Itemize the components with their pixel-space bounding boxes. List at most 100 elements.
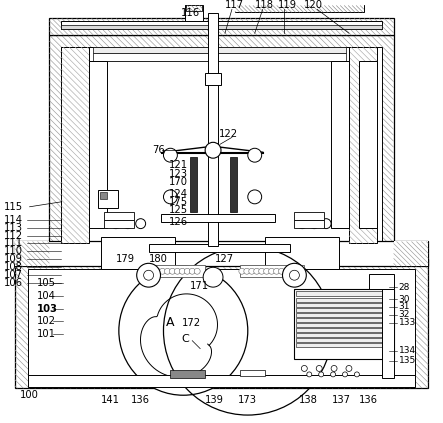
Circle shape bbox=[184, 268, 190, 274]
Bar bbox=[296, 318, 392, 322]
Text: 125: 125 bbox=[168, 205, 187, 215]
Bar bbox=[296, 303, 392, 307]
Bar bbox=[295, 289, 393, 359]
Bar bbox=[349, 47, 377, 244]
Text: 170: 170 bbox=[168, 177, 187, 187]
Bar bbox=[296, 298, 392, 302]
Text: 102: 102 bbox=[36, 316, 55, 326]
Text: 112: 112 bbox=[4, 231, 23, 241]
Bar bbox=[296, 338, 392, 342]
Bar bbox=[93, 47, 346, 53]
Text: 171: 171 bbox=[190, 281, 210, 291]
Bar bbox=[104, 212, 134, 220]
Circle shape bbox=[293, 268, 299, 274]
Text: 133: 133 bbox=[399, 319, 416, 327]
Text: 111: 111 bbox=[4, 239, 23, 248]
Circle shape bbox=[175, 268, 180, 274]
Text: 172: 172 bbox=[183, 318, 202, 328]
Bar bbox=[27, 269, 416, 378]
Bar bbox=[369, 274, 393, 289]
Text: 113: 113 bbox=[4, 222, 23, 233]
Text: 135: 135 bbox=[399, 356, 416, 365]
Bar bbox=[295, 220, 324, 228]
Circle shape bbox=[169, 268, 175, 274]
Bar bbox=[296, 323, 392, 327]
Text: 100: 100 bbox=[19, 390, 39, 400]
Circle shape bbox=[321, 219, 331, 228]
Text: 175: 175 bbox=[168, 197, 187, 207]
Bar bbox=[160, 214, 275, 222]
Circle shape bbox=[140, 268, 146, 274]
Text: 122: 122 bbox=[219, 129, 238, 140]
Bar bbox=[185, 5, 203, 21]
Circle shape bbox=[163, 190, 177, 204]
Text: 141: 141 bbox=[101, 395, 120, 405]
Circle shape bbox=[274, 268, 280, 274]
Bar bbox=[296, 308, 392, 312]
Text: 137: 137 bbox=[332, 395, 351, 405]
Circle shape bbox=[144, 268, 151, 274]
Text: 120: 120 bbox=[304, 0, 323, 11]
Circle shape bbox=[159, 268, 166, 274]
Bar bbox=[101, 236, 175, 269]
Bar bbox=[235, 5, 364, 12]
Circle shape bbox=[189, 268, 195, 274]
Text: 107: 107 bbox=[4, 270, 23, 280]
Circle shape bbox=[111, 219, 121, 228]
Bar bbox=[61, 47, 382, 247]
Bar bbox=[27, 375, 416, 387]
Circle shape bbox=[297, 219, 307, 228]
Circle shape bbox=[284, 268, 289, 274]
Text: 31: 31 bbox=[399, 302, 410, 311]
Bar bbox=[296, 328, 392, 332]
Text: 110: 110 bbox=[4, 247, 23, 256]
Text: 30: 30 bbox=[399, 294, 410, 304]
Bar bbox=[296, 313, 392, 317]
Bar bbox=[230, 157, 237, 212]
Circle shape bbox=[259, 268, 264, 274]
Bar bbox=[148, 244, 291, 253]
Circle shape bbox=[205, 142, 221, 158]
Circle shape bbox=[268, 268, 275, 274]
Circle shape bbox=[307, 372, 312, 377]
Circle shape bbox=[342, 372, 347, 377]
Circle shape bbox=[164, 268, 171, 274]
Circle shape bbox=[144, 270, 154, 280]
Text: 136: 136 bbox=[359, 395, 378, 405]
Circle shape bbox=[330, 372, 335, 377]
Bar bbox=[359, 61, 377, 228]
Bar bbox=[240, 371, 264, 376]
Circle shape bbox=[283, 263, 306, 287]
Bar bbox=[171, 371, 205, 378]
Circle shape bbox=[136, 219, 146, 228]
Bar bbox=[61, 47, 89, 244]
Circle shape bbox=[346, 365, 352, 371]
Circle shape bbox=[309, 219, 319, 228]
Bar bbox=[89, 47, 349, 61]
Text: 117: 117 bbox=[225, 0, 244, 11]
Text: 179: 179 bbox=[116, 254, 135, 264]
Text: 32: 32 bbox=[399, 310, 410, 319]
Text: 138: 138 bbox=[299, 395, 318, 405]
Text: 108: 108 bbox=[4, 262, 23, 272]
Bar bbox=[93, 53, 346, 61]
Circle shape bbox=[239, 268, 245, 274]
Bar bbox=[190, 157, 197, 212]
Bar bbox=[208, 14, 218, 247]
Bar bbox=[98, 190, 118, 208]
Circle shape bbox=[316, 365, 322, 371]
Circle shape bbox=[279, 268, 284, 274]
Text: 103: 103 bbox=[36, 304, 58, 314]
Circle shape bbox=[137, 263, 160, 287]
Text: 136: 136 bbox=[131, 395, 150, 405]
Text: 173: 173 bbox=[238, 395, 257, 405]
Circle shape bbox=[244, 268, 250, 274]
Bar bbox=[296, 333, 392, 337]
Circle shape bbox=[179, 268, 185, 274]
Bar bbox=[296, 291, 392, 296]
Text: 123: 123 bbox=[168, 169, 187, 179]
Bar bbox=[141, 265, 205, 277]
Text: 139: 139 bbox=[205, 395, 224, 405]
Text: 114: 114 bbox=[4, 215, 23, 225]
Bar bbox=[15, 242, 50, 266]
